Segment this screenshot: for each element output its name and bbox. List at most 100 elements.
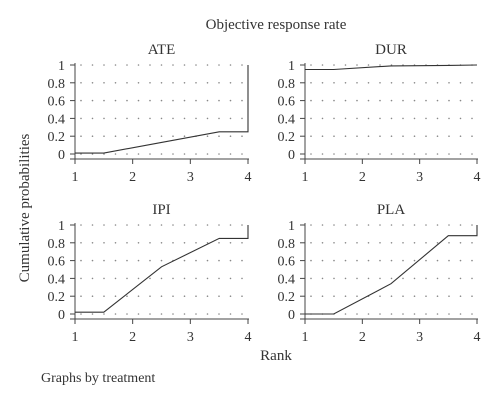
- grid-dot: [310, 135, 312, 137]
- y-tick-label: 0.8: [278, 77, 296, 92]
- grid-dot: [229, 295, 232, 298]
- grid-dot: [160, 277, 163, 280]
- grid-dot: [310, 82, 312, 84]
- grid-dot: [149, 313, 151, 315]
- grid-dot: [436, 82, 439, 84]
- grid-dot: [195, 313, 197, 315]
- y-tick-label: 1: [288, 59, 295, 74]
- grid-dot: [344, 135, 347, 137]
- y-axis-label: Cumulative probabilities: [17, 133, 33, 282]
- y-tick-label: 0.4: [48, 112, 66, 127]
- grid-dot: [137, 117, 140, 120]
- grid-dot: [126, 313, 128, 315]
- grid-dot: [229, 99, 232, 102]
- grid-dot: [333, 277, 335, 280]
- grid-dot: [333, 259, 335, 262]
- y-tick-label: 0: [288, 308, 295, 323]
- grid-dot: [80, 99, 82, 102]
- grid-dot: [241, 64, 243, 66]
- grid-dot: [459, 99, 462, 102]
- grid-dot: [379, 259, 381, 262]
- grid-dot: [137, 277, 140, 280]
- grid-dot: [367, 153, 370, 155]
- grid-dot: [356, 313, 358, 315]
- grid-dot: [379, 82, 381, 84]
- grid-dot: [425, 99, 427, 102]
- grid-dot: [80, 277, 82, 280]
- grid-dot: [310, 64, 312, 66]
- grid-dot: [195, 295, 197, 298]
- grid-dot: [114, 99, 117, 102]
- grid-dot: [172, 135, 174, 137]
- chart-title: Objective response rate: [206, 17, 347, 33]
- grid-dot: [149, 117, 151, 120]
- grid-dot: [206, 313, 209, 315]
- grid-dot: [206, 224, 209, 226]
- grid-dot: [80, 313, 82, 315]
- grid-dot: [241, 117, 243, 120]
- grid-dot: [425, 277, 427, 280]
- grid-dot: [356, 277, 358, 280]
- grid-dot: [80, 259, 82, 262]
- grid-dot: [321, 99, 324, 102]
- grid-dot: [425, 117, 427, 120]
- grid-dot: [471, 224, 473, 226]
- grid-dot: [183, 259, 186, 262]
- grid-dot: [402, 117, 404, 120]
- grid-dot: [310, 153, 312, 155]
- grid-dot: [459, 82, 462, 84]
- grid-dot: [310, 259, 312, 262]
- grid-dot: [459, 259, 462, 262]
- grid-dot: [149, 277, 151, 280]
- grid-dot: [229, 224, 232, 226]
- panel-pla: PLA 0 0.2 0.4 0.6 0.8 1 1 2 3 4: [278, 202, 481, 345]
- grid-dot: [436, 277, 439, 280]
- y-tick-label: 0: [58, 148, 65, 163]
- grid-dot: [448, 242, 450, 244]
- x-tick-label: 1: [72, 170, 79, 185]
- grid-dot: [241, 277, 243, 280]
- grid-dot: [321, 117, 324, 120]
- grid-dot: [356, 117, 358, 120]
- grid-dot: [402, 313, 404, 315]
- grid-dot: [137, 153, 140, 155]
- grid-dot: [172, 295, 174, 298]
- grid-dot: [425, 82, 427, 84]
- grid-dot: [137, 224, 140, 226]
- y-tick-label: 0.6: [48, 95, 66, 110]
- grid-dot: [229, 277, 232, 280]
- grid-dot: [390, 242, 393, 244]
- grid-dot: [448, 224, 450, 226]
- y-tick-label: 1: [288, 219, 295, 234]
- grid-dot: [160, 99, 163, 102]
- grid-dot: [241, 82, 243, 84]
- grid-dot: [436, 99, 439, 102]
- grid-dot: [172, 82, 174, 84]
- grid-dot: [413, 82, 416, 84]
- grid-dot: [344, 99, 347, 102]
- grid-dot: [390, 295, 393, 298]
- y-tick-label: 0.6: [48, 255, 66, 270]
- grid-dot: [114, 224, 117, 226]
- grid-dot: [114, 117, 117, 120]
- grid-dot: [103, 259, 105, 262]
- grid-dot: [390, 259, 393, 262]
- grid-dot: [241, 153, 243, 155]
- series-line-ate: [75, 65, 249, 154]
- x-tick-label: 2: [129, 330, 136, 345]
- x-tick-label: 4: [474, 170, 481, 185]
- grid-dot: [149, 242, 151, 244]
- grid-dot: [229, 242, 232, 244]
- grid-dot: [436, 313, 439, 315]
- grid-dot: [114, 242, 117, 244]
- grid-dot: [183, 117, 186, 120]
- grid-dot: [80, 117, 82, 120]
- grid-dot: [367, 64, 370, 66]
- panels-group: ATE 0 0.2 0.4 0.6 0.8 1 1 2 3 4 DUR 0 0.2 0.4 0.6 0.8 1 1 2…: [48, 42, 481, 345]
- grid-dot: [137, 313, 140, 315]
- grid-dot: [229, 313, 232, 315]
- y-tick-label: 1: [58, 59, 65, 74]
- grid-dot: [310, 99, 312, 102]
- grid-dot: [344, 277, 347, 280]
